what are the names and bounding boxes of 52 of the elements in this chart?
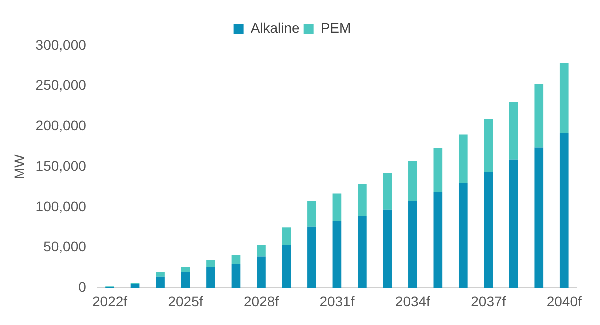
legend-label: PEM	[320, 20, 352, 36]
bar	[484, 119, 494, 172]
bar	[408, 201, 418, 288]
bar	[458, 134, 468, 184]
bar	[560, 62, 569, 134]
bar	[282, 245, 292, 288]
bar	[560, 133, 569, 288]
y-tick-label: 150,000	[36, 158, 87, 174]
x-tick-label: 2034f	[395, 293, 431, 310]
bar	[434, 192, 443, 288]
x-tick-label: 2025f	[168, 293, 204, 310]
bar	[206, 260, 216, 268]
bar	[232, 264, 241, 288]
bar	[434, 148, 443, 192]
bar	[257, 256, 266, 288]
bar	[332, 194, 342, 222]
y-tick-label: 0	[78, 279, 87, 296]
bar	[408, 161, 418, 202]
y-tick-label: 200,000	[36, 118, 87, 134]
bar	[156, 276, 165, 288]
bar	[534, 84, 544, 148]
bar	[534, 148, 544, 288]
x-tick-label: 2022f	[92, 293, 128, 310]
bar	[257, 245, 266, 257]
x-tick-label: 2031f	[320, 293, 355, 310]
y-axis-title: MW	[11, 154, 28, 180]
bar	[358, 216, 367, 288]
bar	[332, 221, 342, 288]
bar	[509, 160, 518, 288]
x-tick-label: 2028f	[244, 293, 280, 310]
bar	[458, 183, 468, 288]
bar	[206, 267, 216, 288]
bar	[232, 255, 241, 264]
bar	[308, 201, 316, 227]
y-tick-label: 300,000	[36, 36, 87, 53]
y-tick-label: 50,000	[44, 238, 87, 255]
bar	[156, 272, 165, 277]
bar	[181, 267, 190, 272]
legend-label: Alkaline	[250, 20, 300, 36]
bar	[181, 272, 190, 288]
bar	[383, 174, 392, 210]
x-tick-label: 2037f	[471, 293, 506, 310]
x-tick-label: 2040f	[546, 293, 582, 310]
bar	[308, 226, 316, 288]
bar	[282, 228, 292, 246]
bar	[358, 184, 367, 216]
bar	[383, 210, 392, 288]
y-tick-label: 250,000	[36, 77, 87, 94]
bar	[130, 284, 140, 288]
bar	[509, 102, 518, 160]
y-tick-label: 100,000	[36, 198, 87, 214]
bar	[484, 172, 494, 288]
